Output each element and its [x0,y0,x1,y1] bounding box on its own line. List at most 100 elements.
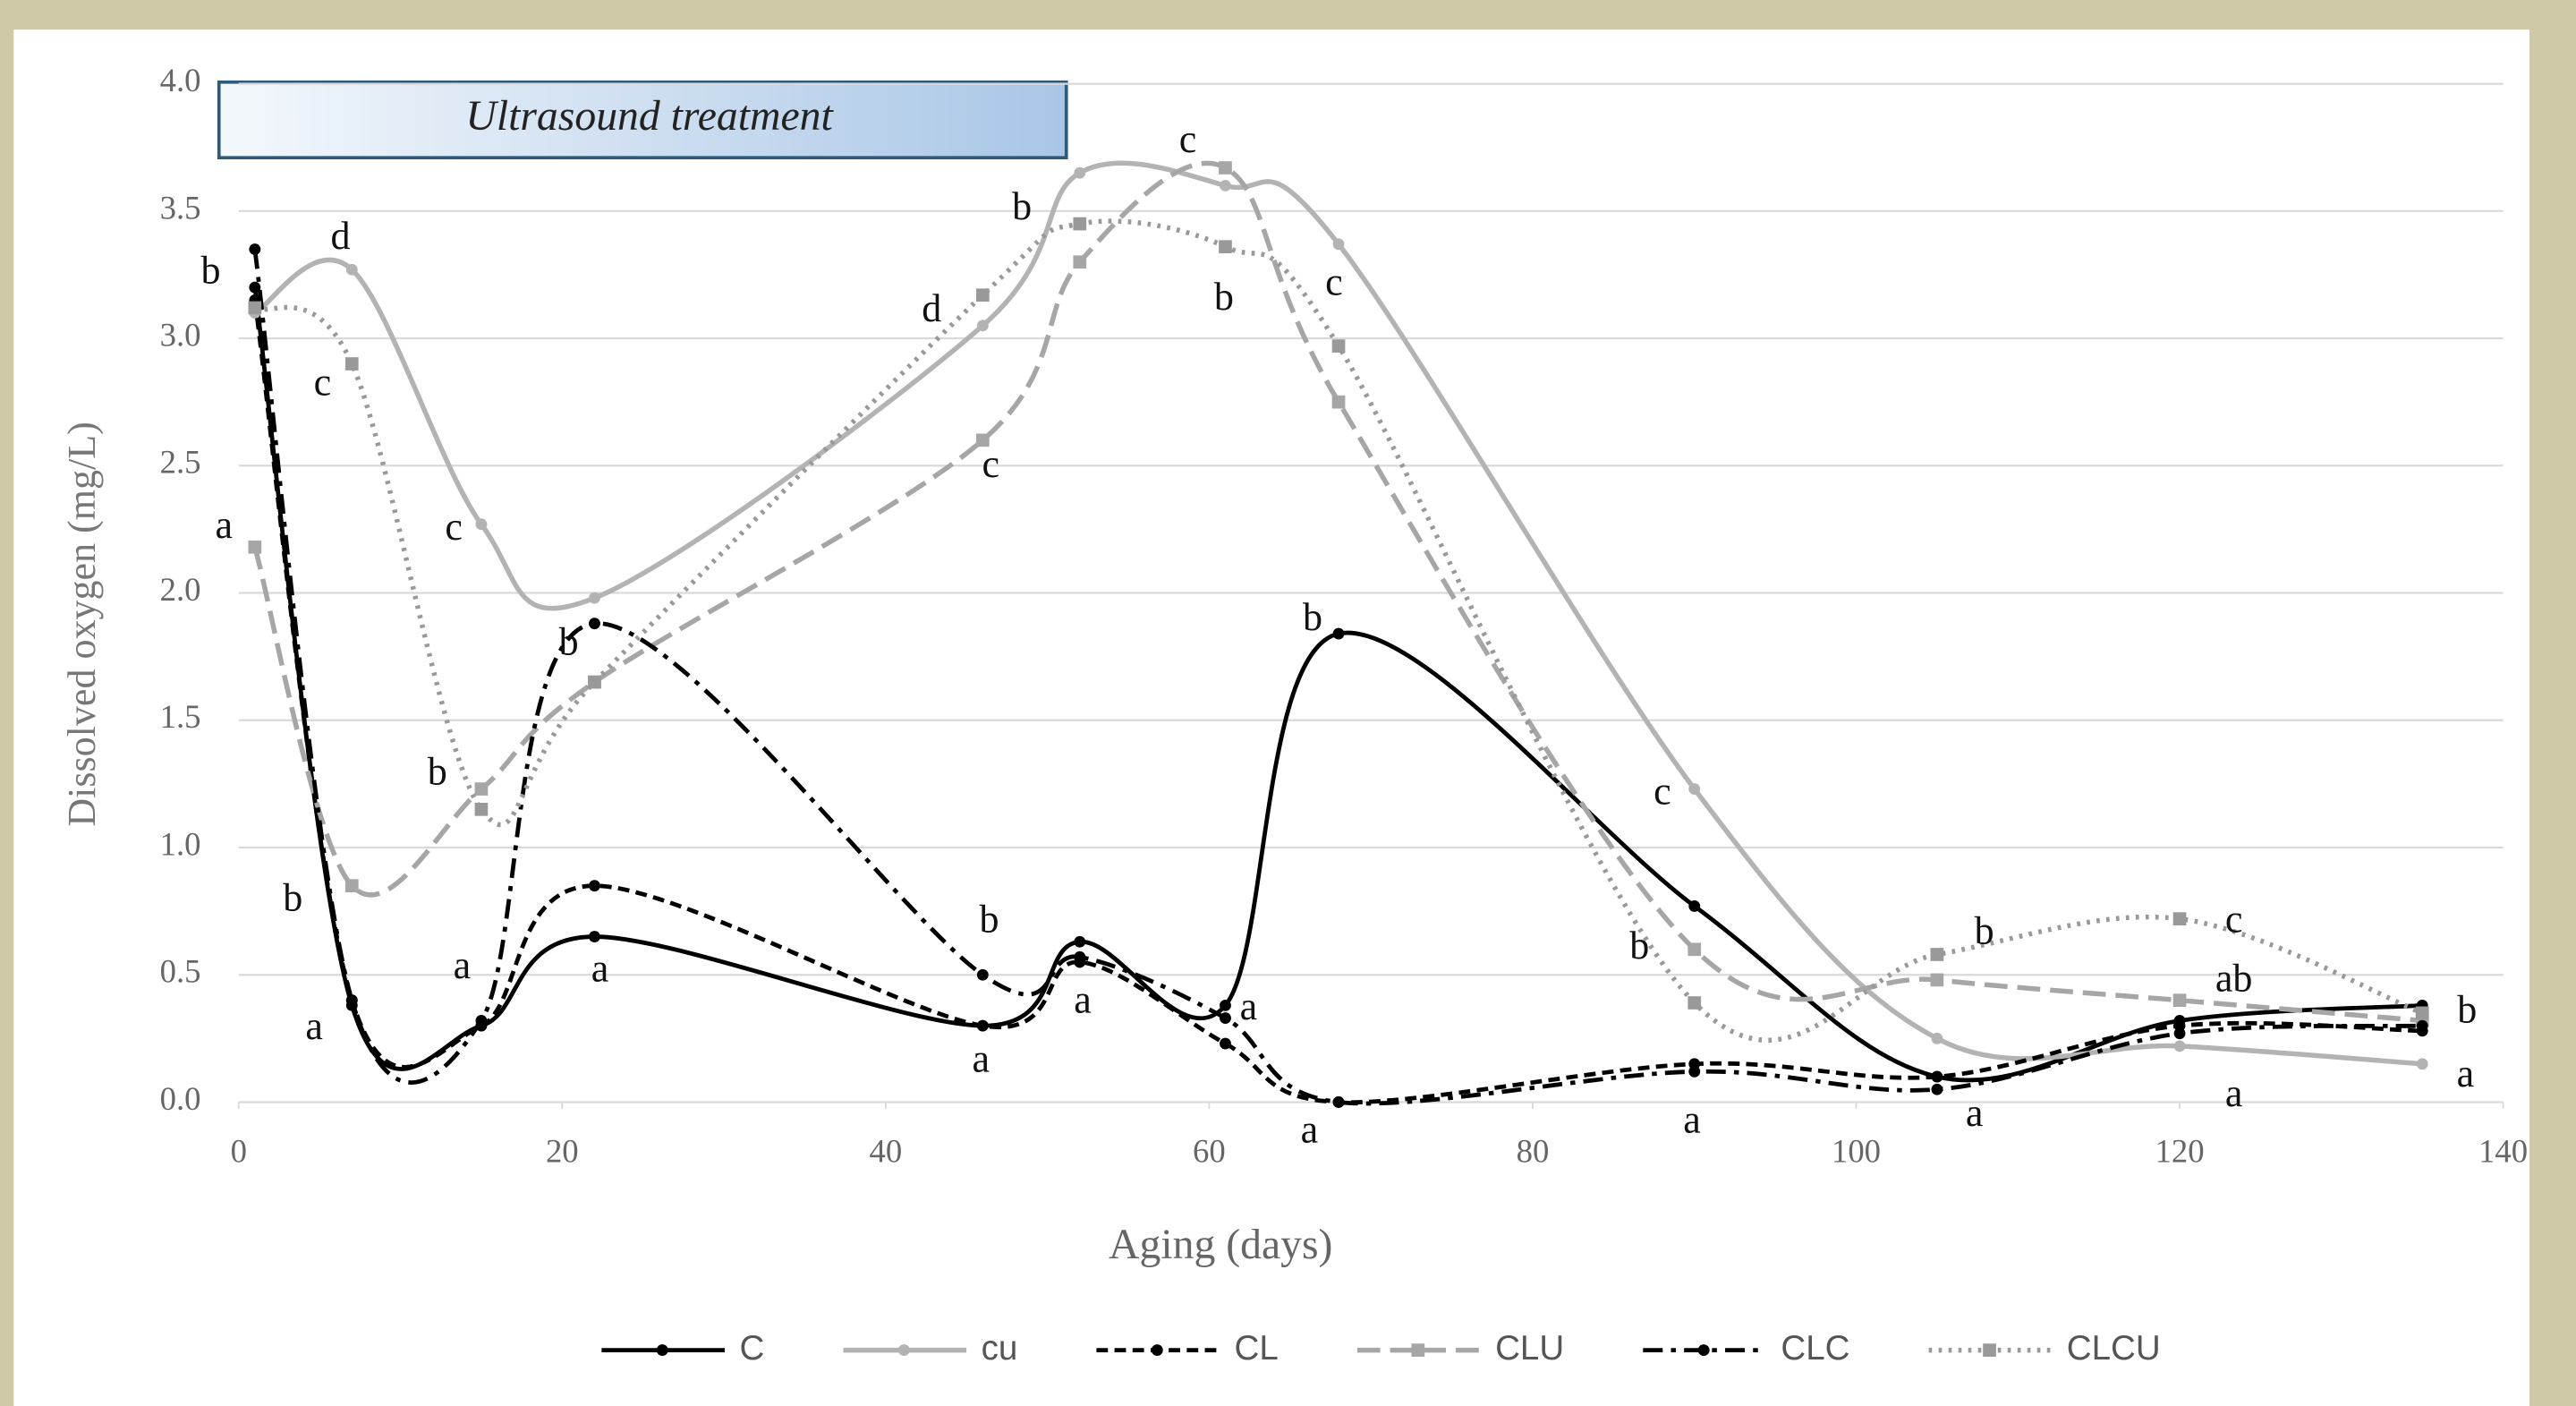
marker [1219,161,1232,175]
legend-label: CL [1235,1329,1279,1368]
significance-letter: d [331,214,351,258]
legend-marker [1983,1343,1996,1357]
marker [977,1020,989,1032]
marker [1220,180,1231,192]
chart: Ultrasound treatment Aging (days) Dissol… [0,0,2576,1406]
significance-letter: a [2457,1052,2475,1095]
y-axis-label: Dissolved oxygen (mg/L) [60,422,104,826]
annotation: Ultrasound treatment [465,92,834,140]
significance-letter: d [922,286,941,330]
y-tick-label: 2.0 [160,571,201,608]
marker [1931,1033,1943,1044]
marker [1074,167,1085,179]
marker [346,264,358,276]
significance-letter: c [1325,260,1343,303]
x-tick-label: 140 [2478,1133,2528,1170]
marker [248,302,261,315]
marker [1931,1084,1943,1095]
marker [2417,1058,2428,1069]
significance-letter: a [305,1004,323,1048]
y-tick-label: 1.5 [160,698,201,735]
y-tick-label: 4.0 [160,62,201,98]
legend-marker [1698,1344,1710,1356]
marker [2417,1020,2428,1032]
y-tick-label: 1.0 [160,825,201,862]
marker [1931,948,1944,961]
significance-letter: c [982,442,1000,486]
marker [1688,942,1701,956]
significance-letter: b [201,249,221,293]
marker [589,931,600,942]
legend-label: CLU [1495,1329,1564,1368]
marker [1688,900,1700,912]
legend-marker [898,1344,910,1356]
marker [589,618,600,629]
marker [2174,1040,2186,1052]
marker [1333,628,1345,640]
marker [1688,996,1701,1010]
significance-letter: a [2225,1071,2243,1115]
legend-label: CLC [1781,1329,1849,1368]
legend-label: cu [982,1329,1018,1368]
marker [1073,255,1086,268]
marker [588,676,601,689]
marker [1333,1096,1345,1108]
x-axis-label: Aging (days) [1109,1221,1332,1268]
marker [2173,993,2187,1007]
marker [1073,217,1086,231]
x-tick-label: 80 [1517,1133,1550,1170]
x-tick-label: 60 [1193,1133,1226,1170]
y-tick-label: 3.5 [160,189,201,226]
significance-letter: c [1654,769,1671,813]
legend-label: C [740,1329,765,1368]
x-tick-label: 0 [231,1133,247,1170]
x-tick-label: 100 [1832,1133,1881,1170]
marker [475,518,487,530]
significance-letter: b [1214,275,1234,319]
significance-letter: b [1303,595,1322,639]
marker [977,969,989,981]
marker [1931,1071,1943,1083]
significance-letter: a [1966,1091,1984,1135]
marker [1220,1000,1231,1011]
marker [1220,1038,1231,1050]
marker [1332,339,1346,353]
significance-letter: c [314,360,332,404]
significance-letter: a [591,947,609,991]
x-tick-label: 40 [870,1133,903,1170]
significance-letter: b [1629,924,1649,967]
marker [249,243,260,255]
significance-letter: a [215,503,233,547]
marker [475,803,489,816]
significance-letter: a [1301,1107,1319,1151]
x-tick-label: 20 [546,1133,579,1170]
significance-letter: a [1683,1097,1701,1141]
y-tick-label: 0.0 [160,1080,201,1117]
marker [2173,912,2187,925]
plot-panel [13,30,2529,1406]
marker [977,320,989,331]
marker [1074,951,1085,963]
legend-marker [657,1344,668,1356]
marker [1688,1066,1700,1078]
significance-letter: b [1975,908,1994,952]
marker [2416,1007,2429,1020]
marker [1333,238,1345,250]
significance-letter: a [973,1037,990,1081]
marker [345,357,359,371]
significance-letter: b [283,876,302,920]
legend-marker [1152,1344,1163,1356]
marker [2174,1027,2186,1039]
marker [976,288,990,302]
marker [589,592,600,604]
marker [1332,396,1346,409]
significance-letter: c [1179,117,1197,161]
marker [346,994,358,1006]
marker [1074,936,1085,948]
marker [1220,1012,1231,1024]
legend-label: CLCU [2067,1329,2161,1368]
significance-letter: c [445,505,463,549]
significance-letter: b [2457,987,2477,1031]
significance-letter: a [1074,977,1092,1021]
marker [1219,240,1232,253]
